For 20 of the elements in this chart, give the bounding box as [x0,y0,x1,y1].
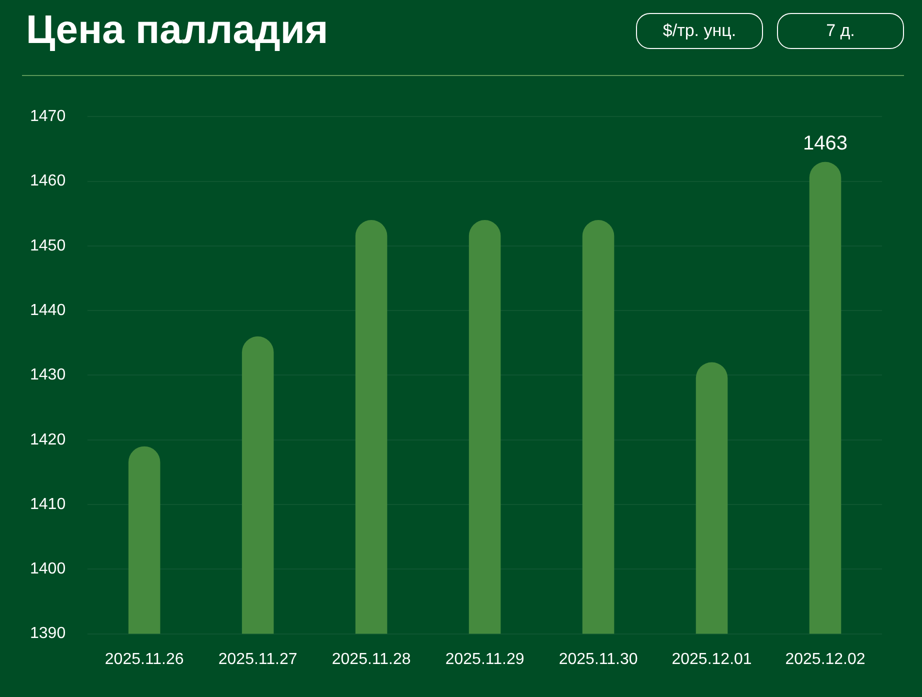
x-tick-label: 2025.11.30 [558,650,638,668]
y-tick-label: 1460 [30,172,66,190]
y-tick-label: 1440 [30,302,66,319]
x-tick-label: 2025.11.29 [445,650,524,668]
y-tick-label: 1430 [30,366,66,384]
x-tick-label: 2025.11.26 [104,650,184,668]
x-tick-label: 2025.12.02 [785,650,866,668]
y-tick-label: 1390 [30,625,66,642]
x-tick-label: 2025.12.01 [672,650,752,668]
text: 7 д. [777,13,904,49]
chart-title: Цена палладия [26,8,328,53]
x-tick-label: 2025.11.27 [218,650,298,668]
x-tick-label: 2025.11.28 [332,650,411,668]
y-tick-label: 1400 [30,560,66,578]
text: $/тр. унц. [636,13,763,49]
y-tick-label: 1410 [30,496,66,513]
y-tick-label: 1450 [30,237,66,254]
y-tick-label: 1420 [30,431,66,448]
y-tick-label: 1470 [30,108,66,126]
data-label: 1463 [803,132,848,154]
